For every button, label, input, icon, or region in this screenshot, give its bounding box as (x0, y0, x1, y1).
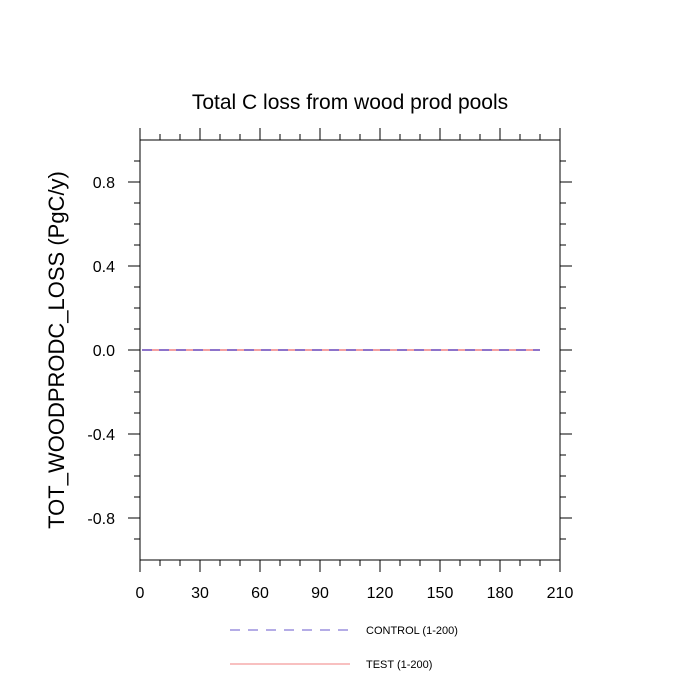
legend: CONTROL (1-200) TEST (1-200) (230, 625, 458, 671)
x-tick-label: 30 (191, 585, 209, 602)
y-tick-label: 0.8 (93, 175, 115, 192)
y-tick-label: 0.4 (93, 259, 115, 276)
x-tick-label: 210 (547, 585, 574, 602)
chart-title: Total C loss from wood prod pools (192, 91, 508, 114)
ticks-layer: 0 30 60 90 120 150 180 210 0.8 0.4 0.0 -0.4 -0.8 (87, 128, 573, 602)
y-tick-label: -0.8 (87, 511, 115, 528)
x-tick-label: 60 (251, 585, 269, 602)
x-tick-label: 180 (487, 585, 514, 602)
legend-label: CONTROL (1-200) (366, 625, 458, 637)
x-tick-label: 90 (311, 585, 329, 602)
x-tick-label: 150 (427, 585, 454, 602)
legend-label: TEST (1-200) (366, 659, 432, 671)
x-tick-label: 120 (367, 585, 394, 602)
plot-frame (139, 139, 561, 561)
y-axis-label: TOT_WOODPRODC_LOSS (PgC/y) (44, 171, 69, 529)
y-tick-label: 0.0 (93, 343, 115, 360)
y-tick-label: -0.4 (87, 427, 115, 444)
x-tick-label: 0 (136, 585, 145, 602)
